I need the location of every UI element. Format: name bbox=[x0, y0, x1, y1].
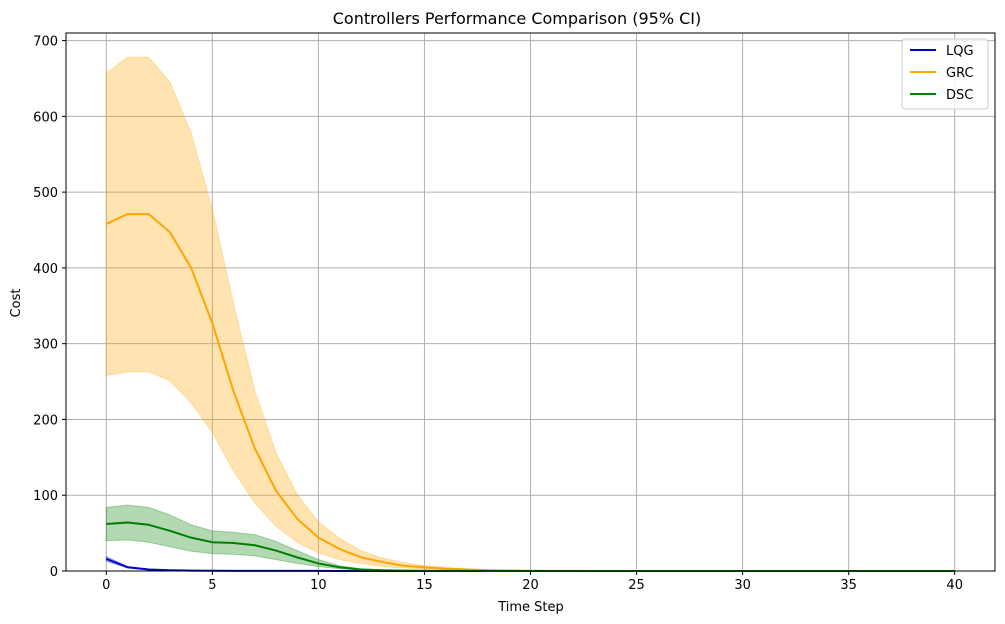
x-tick-label: 10 bbox=[310, 578, 327, 593]
x-tick-label: 15 bbox=[416, 578, 433, 593]
y-tick-label: 500 bbox=[33, 186, 58, 201]
dsc-legend-label: DSC bbox=[946, 88, 973, 103]
legend: LQG GRC DSC bbox=[901, 38, 989, 110]
x-tick-label: 0 bbox=[102, 578, 110, 593]
legend-box bbox=[901, 38, 989, 110]
y-tick-label: 0 bbox=[50, 565, 58, 580]
y-axis-ticks: 0 100 200 300 400 500 600 700 bbox=[33, 35, 66, 580]
chart-title: Controllers Performance Comparison (95% … bbox=[333, 9, 702, 28]
y-tick-label: 600 bbox=[33, 110, 58, 125]
x-tick-label: 40 bbox=[946, 578, 963, 593]
x-tick-label: 35 bbox=[840, 578, 857, 593]
x-axis-ticks: 0 5 10 15 20 25 30 35 40 bbox=[102, 571, 963, 593]
x-tick-label: 25 bbox=[628, 578, 645, 593]
x-tick-label: 5 bbox=[208, 578, 216, 593]
y-tick-label: 200 bbox=[33, 413, 58, 428]
y-axis-label: Cost bbox=[9, 289, 24, 318]
y-tick-label: 300 bbox=[33, 338, 58, 353]
y-tick-label: 100 bbox=[33, 489, 58, 504]
x-tick-label: 30 bbox=[734, 578, 751, 593]
y-tick-label: 400 bbox=[33, 262, 58, 277]
x-axis-label: Time Step bbox=[497, 600, 564, 615]
y-tick-label: 700 bbox=[33, 35, 58, 50]
grc-legend-label: GRC bbox=[946, 66, 974, 81]
lqg-legend-label: LQG bbox=[946, 44, 974, 59]
x-tick-label: 20 bbox=[522, 578, 539, 593]
